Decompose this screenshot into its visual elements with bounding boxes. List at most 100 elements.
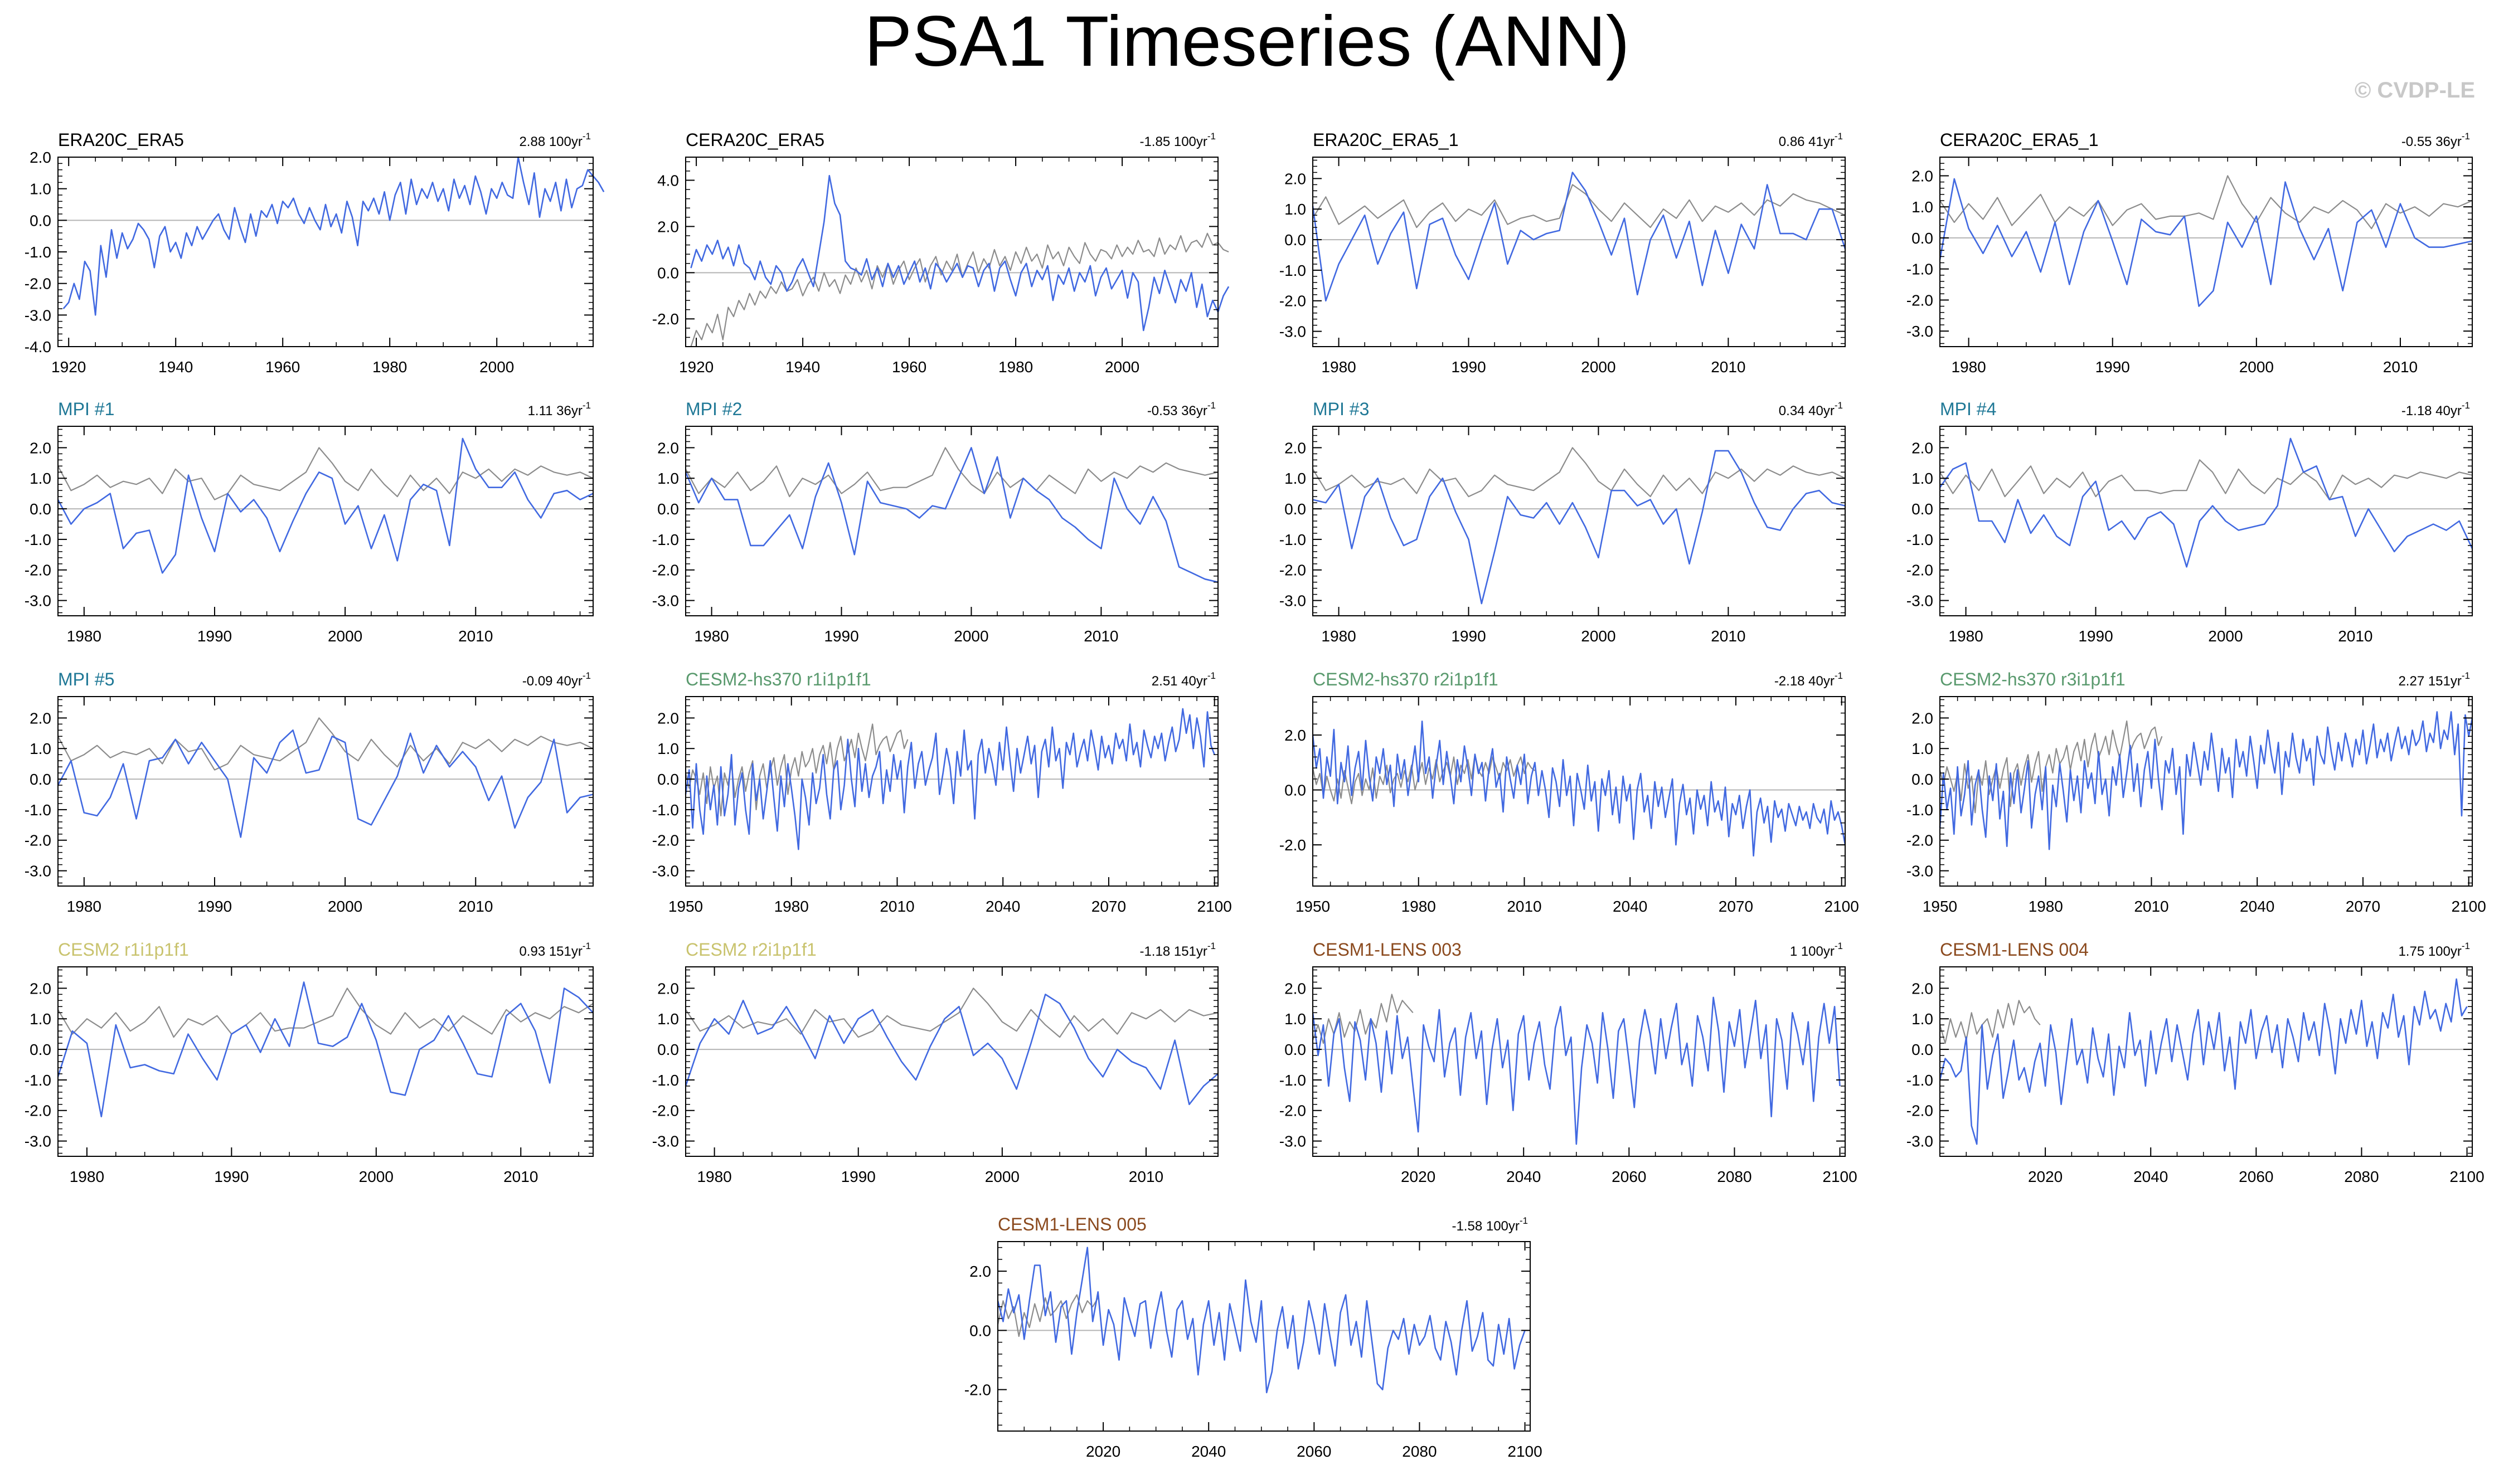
y-tick-label: 1.0 <box>657 470 679 487</box>
trend-label: -0.53 36yr-1 <box>1147 400 1216 419</box>
trend-label: 2.27 151yr-1 <box>2398 670 2470 689</box>
y-tick-label: 2.0 <box>1284 439 1306 456</box>
y-tick-label: -3.0 <box>25 863 51 880</box>
plot-frame <box>57 966 594 1157</box>
y-tick-label: -2.0 <box>1279 1102 1306 1120</box>
x-tick-label: 1990 <box>2078 627 2113 645</box>
x-tick-label: 1980 <box>67 627 101 645</box>
y-tick-label: 0.0 <box>657 771 679 788</box>
y-tick-label: 1.0 <box>30 181 51 198</box>
y-tick-label: -3.0 <box>1279 323 1306 340</box>
panel-title: CESM2-hs370 r2i1p1f1 <box>1313 669 1498 689</box>
panel-5: MPI #1 1.11 36yr-1 1980 1990 2000 2010 -3.0 -2.… <box>25 399 594 645</box>
y-tick-label: -3.0 <box>652 592 679 610</box>
panel-title: ERA20C_ERA5_1 <box>1313 130 1458 150</box>
model-series-line <box>1939 978 2468 1145</box>
y-tick-label: -1.0 <box>1279 531 1306 548</box>
observed-series-line <box>1939 175 2473 230</box>
x-tick-label: 2040 <box>986 898 1020 915</box>
watermark: © CVDP-LE <box>2354 78 2475 103</box>
x-tick-label: 1990 <box>197 627 232 645</box>
model-series-line <box>1312 172 1846 302</box>
x-tick-label: 1980 <box>774 898 809 915</box>
y-tick-label: 0.0 <box>657 1041 679 1058</box>
observed-series-line <box>57 447 594 500</box>
y-tick-label: 2.0 <box>657 709 679 727</box>
observed-series-line <box>1312 994 1414 1044</box>
panel-title: MPI #1 <box>58 399 114 419</box>
x-tick-label: 2040 <box>1191 1443 1226 1460</box>
x-tick-label: 2010 <box>503 1168 538 1185</box>
x-tick-label: 1940 <box>158 358 193 376</box>
y-tick-label: 1.0 <box>1284 201 1306 218</box>
model-series-line <box>1939 711 2473 850</box>
panel-6: MPI #2 -0.53 36yr-1 1980 1990 2000 2010 -3.0 -2… <box>652 399 1219 645</box>
x-tick-label: 2060 <box>2239 1168 2273 1185</box>
y-tick-label: 2.0 <box>1284 170 1306 187</box>
y-tick-label: -2.0 <box>1906 291 1933 309</box>
y-tick-label: 2.0 <box>1284 980 1306 997</box>
model-series-line <box>685 994 1219 1106</box>
panel-15: CESM1-LENS 003 1 100yr-1 2020 2040 2060 2080 2… <box>1279 940 1857 1185</box>
panel-17: CESM1-LENS 005 -1.58 100yr-1 2020 2040 2060 2… <box>964 1214 1542 1460</box>
x-tick-label: 1980 <box>1321 358 1356 376</box>
x-tick-label: 2010 <box>1507 898 1541 915</box>
x-tick-label: 2040 <box>1506 1168 1541 1185</box>
x-tick-label: 2070 <box>1719 898 1753 915</box>
y-tick-label: -1.0 <box>1279 262 1306 279</box>
y-tick-label: -2.0 <box>652 562 679 579</box>
trend-label: 0.93 151yr-1 <box>519 941 591 959</box>
x-tick-label: 1990 <box>1451 627 1486 645</box>
x-tick-label: 2010 <box>458 627 493 645</box>
x-tick-label: 1960 <box>265 358 300 376</box>
x-tick-label: 2000 <box>479 358 514 376</box>
panel-title: MPI #4 <box>1940 399 1996 419</box>
panel-14: CESM2 r2i1p1f1 -1.18 151yr-1 1980 1990 2000 2… <box>652 940 1219 1185</box>
y-tick-label: -2.0 <box>1906 832 1933 849</box>
y-tick-label: 2.0 <box>1911 439 1933 456</box>
panel-1: ERA20C_ERA5 2.88 100yr-1 1920 1940 1960 1980 2… <box>25 130 605 376</box>
y-tick-label: -3.0 <box>25 1133 51 1150</box>
y-tick-label: 0.0 <box>30 212 51 229</box>
panel-title: CESM1-LENS 005 <box>998 1214 1147 1234</box>
trend-label: -1.18 151yr-1 <box>1139 941 1216 959</box>
panel-title: CESM2-hs370 r3i1p1f1 <box>1940 669 2126 689</box>
y-tick-label: 2.0 <box>657 980 679 997</box>
x-tick-label: 1960 <box>892 358 926 376</box>
y-tick-label: -1.0 <box>25 244 51 261</box>
y-tick-label: -3.0 <box>25 592 51 610</box>
y-tick-label: -1.0 <box>25 801 51 819</box>
y-tick-label: 0.0 <box>1284 500 1306 518</box>
x-tick-label: 1950 <box>1923 898 1957 915</box>
x-tick-label: 1990 <box>214 1168 249 1185</box>
x-tick-label: 2080 <box>1717 1168 1751 1185</box>
panel-16: CESM1-LENS 004 1.75 100yr-1 2020 2040 2060 20… <box>1906 940 2485 1185</box>
y-tick-label: 0.0 <box>1284 231 1306 249</box>
x-tick-label: 2010 <box>880 898 914 915</box>
x-tick-label: 2080 <box>1402 1443 1437 1460</box>
observed-series-line <box>1939 720 2163 814</box>
y-tick-label: -2.0 <box>25 832 51 849</box>
x-tick-label: 1980 <box>2029 898 2063 915</box>
plot-frame <box>57 157 594 347</box>
x-tick-label: 1980 <box>1321 627 1356 645</box>
x-tick-label: 1950 <box>668 898 703 915</box>
y-tick-label: 2.0 <box>969 1263 991 1280</box>
plot-frame <box>1312 696 1846 887</box>
y-tick-label: -2.0 <box>25 1102 51 1120</box>
x-tick-label: 1950 <box>1295 898 1330 915</box>
y-tick-label: 0.0 <box>30 500 51 518</box>
y-tick-label: 0.0 <box>1911 500 1933 518</box>
trend-label: -1.58 100yr-1 <box>1452 1215 1528 1234</box>
y-tick-label: -3.0 <box>652 1133 679 1150</box>
x-tick-label: 1990 <box>2095 358 2130 376</box>
y-tick-label: 2.0 <box>657 218 679 235</box>
x-tick-label: 1980 <box>1948 627 1983 645</box>
observed-series-line <box>1312 753 1536 805</box>
y-tick-label: 1.0 <box>1284 1010 1306 1028</box>
panel-title: CESM2 r2i1p1f1 <box>686 940 817 960</box>
trend-label: 1 100yr-1 <box>1790 941 1843 959</box>
observed-series-line <box>57 717 594 771</box>
x-tick-label: 2070 <box>1091 898 1126 915</box>
